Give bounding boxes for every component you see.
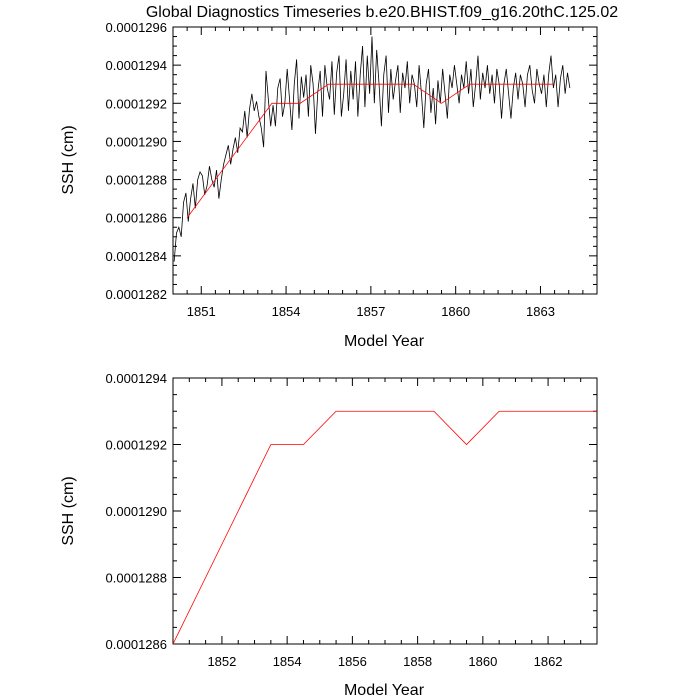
chart-title: Global Diagnostics Timeseries b.e20.BHIS… <box>146 4 618 21</box>
plot1-ytick-label: 0.0001296 <box>106 20 167 35</box>
plot1-ticks: 1851 1854 1857 1860 1863 0.0001282 0.0001284 0.… <box>106 20 598 319</box>
plot1-ylabel: SSH (cm) <box>60 125 77 194</box>
plot2-ytick-label: 0.0001294 <box>106 371 167 386</box>
plot1-xtick-label: 1851 <box>187 304 216 319</box>
plot1-series-annual-mean <box>186 83 555 218</box>
plot1-xtick-label: 1863 <box>526 304 555 319</box>
plot1-ytick-label: 0.0001290 <box>106 134 167 149</box>
plot1-xtick-label: 1857 <box>356 304 385 319</box>
plot2-frame <box>172 377 598 645</box>
plot1-xlabel: Model Year <box>344 333 425 350</box>
plot2-ticks: 1852 1854 1856 1858 1860 1862 0.0001286 0.00012… <box>106 371 598 669</box>
plot1-series <box>173 36 571 262</box>
plot1-ytick-label: 0.0001294 <box>106 58 167 73</box>
plot1-ytick-label: 0.0001292 <box>106 96 167 111</box>
plot2-ytick-label: 0.0001288 <box>106 571 167 586</box>
plot1-ytick-label: 0.0001288 <box>106 173 167 188</box>
plot1-series-monthly <box>173 36 571 262</box>
plot1-xtick-label: 1854 <box>272 304 301 319</box>
plot2-xtick-label: 1852 <box>207 654 236 669</box>
plot2-series-annual-mean <box>172 410 597 645</box>
plot1-ytick-label: 0.0001286 <box>106 211 167 226</box>
plot1-xtick-label: 1860 <box>441 304 470 319</box>
plot2-xtick-label: 1860 <box>468 654 497 669</box>
plot2-xtick-label: 1858 <box>403 654 432 669</box>
plot2-series <box>172 410 597 645</box>
plot1-ytick-label: 0.0001282 <box>106 287 167 302</box>
plot1-ytick-label: 0.0001284 <box>106 249 167 264</box>
plot2-ytick-label: 0.0001290 <box>106 504 167 519</box>
plot2-xtick-label: 1856 <box>338 654 367 669</box>
plot2-xlabel: Model Year <box>344 682 425 699</box>
plot2-xtick-label: 1854 <box>273 654 302 669</box>
plot2-ylabel: SSH (cm) <box>60 476 77 545</box>
plot2-xtick-label: 1862 <box>534 654 563 669</box>
plot2-ytick-label: 0.0001286 <box>106 637 167 652</box>
plot2-ytick-label: 0.0001292 <box>106 438 167 453</box>
